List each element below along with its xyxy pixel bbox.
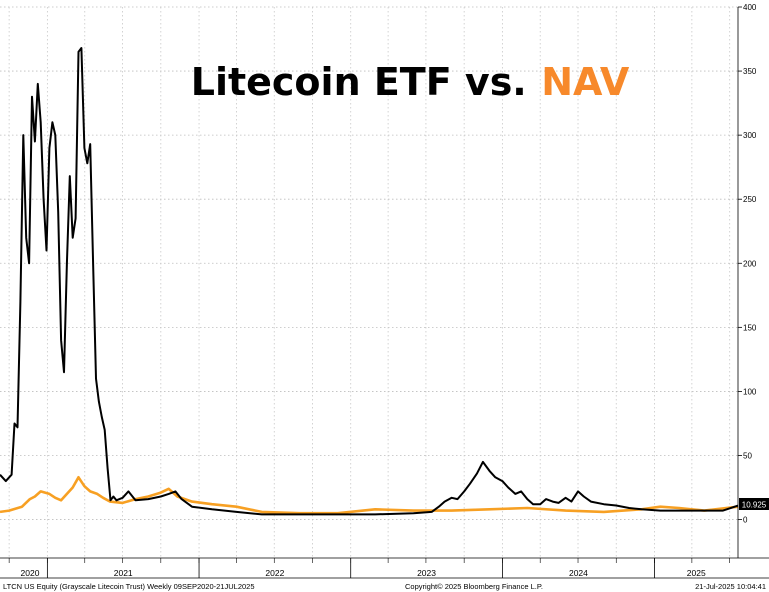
y-tick-label: 250 (743, 195, 757, 204)
x-tick-label: 2023 (417, 568, 436, 578)
last-value-label: 10.925 (742, 501, 767, 510)
last-value-marker: 10.925 (739, 498, 769, 510)
x-tick-label: 2025 (687, 568, 706, 578)
x-tick-label: 2024 (569, 568, 588, 578)
x-tick-label: 2020 (21, 568, 40, 578)
y-tick-label: 50 (743, 451, 752, 460)
chart-title-part1: Litecoin ETF vs. (191, 60, 527, 104)
x-tick-label: 2022 (265, 568, 284, 578)
y-tick-label: 350 (743, 67, 757, 76)
gridlines (0, 6, 738, 558)
y-tick-label: 300 (743, 131, 757, 140)
y-tick-label: 150 (743, 323, 757, 332)
last-value-box (739, 498, 769, 510)
chart-title-part2: NAV (541, 60, 630, 104)
y-tick-label: 100 (743, 387, 757, 396)
series-group (0, 47, 739, 516)
footer-copyright: Copyright© 2025 Bloomberg Finance L.P. (405, 582, 543, 591)
y-tick-label: 0 (743, 516, 748, 525)
y-tick-label: 200 (743, 259, 757, 268)
x-axis: 2020 2021 2022 2023 2024 2025 (0, 557, 769, 579)
y-tick-label: 400 (743, 3, 757, 12)
series-line (0, 47, 739, 516)
chart-title: Litecoin ETF vs. NAV (191, 60, 630, 104)
footer-source: LTCN US Equity (Grayscale Litecoin Trust… (3, 582, 255, 591)
footer-timestamp: 21-Jul-2025 10:04:41 (695, 582, 766, 591)
y-axis: 0 50 100 150 200 250 300 350 400 (737, 3, 757, 558)
x-tick-label: 2021 (114, 568, 133, 578)
series-line (0, 475, 739, 515)
